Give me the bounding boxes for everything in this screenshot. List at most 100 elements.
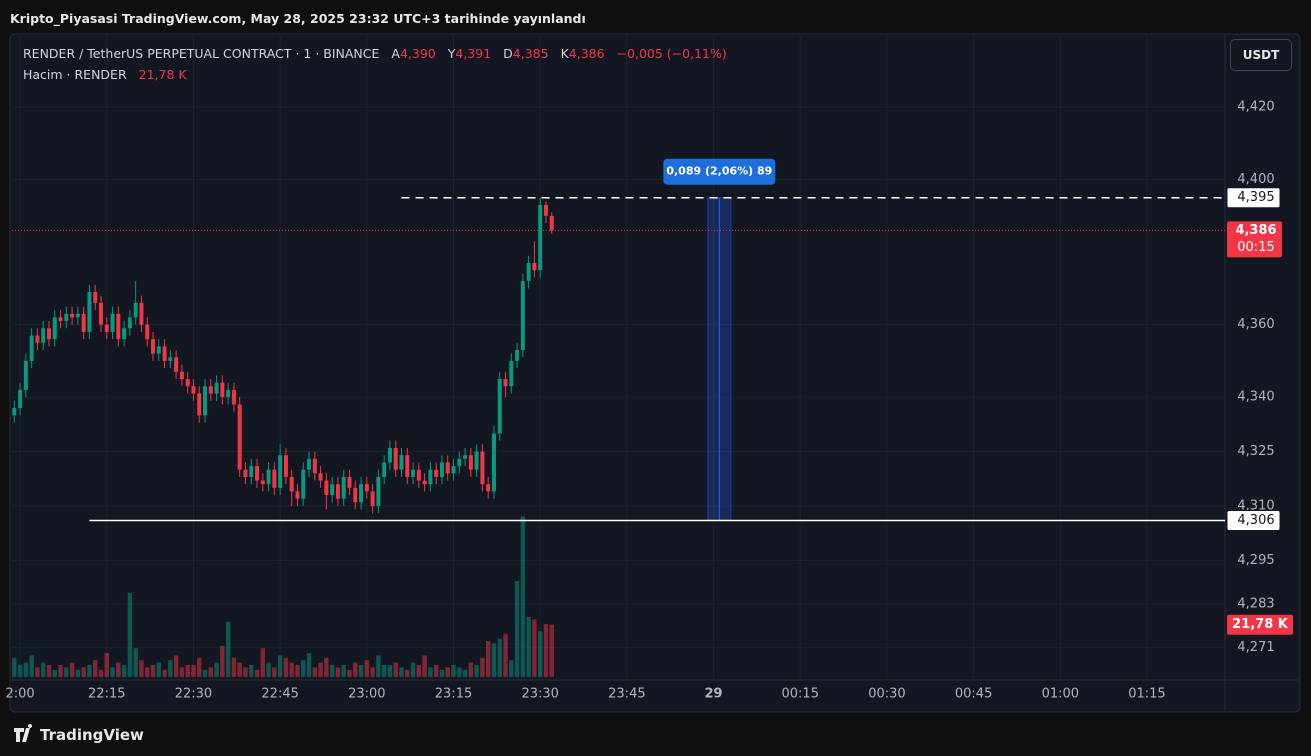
candle-body (474, 451, 479, 470)
candle-body (457, 458, 462, 467)
volume-bar (197, 657, 202, 677)
volume-bar (295, 665, 300, 677)
candle-body (179, 371, 184, 380)
legend-value: 4,391 (455, 46, 492, 61)
x-tick-label: 22:30 (175, 687, 212, 702)
candle-body (509, 360, 514, 387)
volume-bar (381, 665, 387, 677)
candle-body (497, 379, 502, 434)
volume-bar (445, 667, 450, 677)
candle-body (185, 379, 190, 387)
countdown-label: 00:15 (1237, 240, 1274, 255)
candle-body (260, 480, 265, 485)
volume-bar (173, 655, 179, 677)
x-tick-label: 2:00 (5, 687, 34, 702)
price-line-tag (1226, 509, 1281, 531)
candle-body (98, 302, 103, 325)
volume-bar (104, 653, 109, 677)
candle-body (93, 292, 98, 303)
volume-bar (237, 662, 242, 677)
candle-body (347, 476, 352, 488)
volume-bar (439, 669, 445, 677)
grid (12, 35, 1225, 680)
legend-volume-name: Hacim · RENDER (23, 67, 127, 82)
volume-bar (121, 665, 127, 677)
candle-body (272, 469, 277, 488)
volume-bar (168, 660, 173, 677)
volume-bar (17, 665, 23, 677)
legend-key: Y (447, 46, 456, 61)
candle-body (503, 379, 508, 387)
volume-bar (549, 624, 554, 677)
candle-body (191, 386, 196, 394)
volume-bar (433, 665, 439, 677)
candle-body (295, 491, 300, 499)
currency-button[interactable]: USDT (1230, 39, 1292, 71)
header-title: Kripto_Piyasasi TradingView.com, May 28,… (10, 11, 586, 26)
volume-bar (485, 641, 491, 677)
legend-key: K (560, 46, 569, 61)
volume-bar (329, 665, 335, 677)
measure-label: 0,089 (2,06%) 89 (666, 165, 772, 178)
volume-bar (474, 665, 479, 677)
volume-bar (81, 667, 86, 677)
volume-bar (457, 667, 462, 677)
volume-bar (249, 665, 254, 677)
candle-layer (12, 197, 554, 514)
volume-bar (428, 667, 433, 677)
volume-bar (532, 619, 537, 677)
candle-body (359, 484, 364, 503)
y-tick-label: 4,310 (1237, 498, 1274, 513)
candle-body (29, 335, 34, 361)
volume-bar (272, 667, 277, 677)
candle-body (445, 462, 450, 474)
candle-body (301, 469, 306, 499)
candle-body (168, 357, 173, 361)
legend-change: −0,005 (−0,11%) (616, 46, 727, 61)
candle-body (376, 476, 381, 506)
candle-body (382, 462, 387, 477)
volume-bar (133, 648, 138, 677)
candle-body (110, 313, 115, 332)
volume-bar (12, 657, 17, 677)
candle-body (405, 455, 410, 477)
candle-body (18, 389, 23, 409)
candle-body (353, 487, 358, 503)
volume-bar (208, 667, 213, 677)
candle-body (491, 433, 496, 492)
volume-bar (254, 669, 260, 677)
candle-body (480, 451, 485, 485)
candle-body (52, 317, 57, 340)
candle-body (399, 455, 404, 470)
volume-bar (422, 655, 427, 677)
volume-bar (509, 660, 514, 677)
candle-body (174, 357, 179, 372)
volume-layer (12, 516, 554, 677)
volume-bar (231, 657, 237, 677)
y-tick-label: 4,295 (1237, 553, 1274, 568)
volume-tag (1227, 614, 1293, 635)
volume-bar (98, 669, 104, 677)
legend-symbol: RENDER / TetherUS PERPETUAL CONTRACT · 1… (23, 46, 380, 61)
candle-body (341, 476, 346, 499)
volume-bar (491, 643, 497, 677)
legend-key: A (391, 46, 400, 61)
volume-bar (243, 667, 248, 677)
x-tick-label: 00:45 (955, 687, 992, 702)
legend-value: 4,385 (512, 46, 549, 61)
candle-body (70, 313, 75, 318)
volume-bar (35, 667, 40, 677)
volume-bar (318, 662, 323, 677)
candle-body (312, 458, 317, 474)
x-tick-label: 00:30 (868, 687, 905, 702)
candle-body (370, 491, 375, 506)
legend-value: 4,390 (399, 46, 436, 61)
volume-bar (514, 581, 520, 677)
x-tick-label: 23:00 (348, 687, 385, 702)
volume-bar (306, 653, 312, 677)
volume-bar (347, 669, 352, 677)
candle-body (266, 469, 271, 485)
volume-bar (387, 665, 393, 677)
candle-body (214, 382, 219, 394)
